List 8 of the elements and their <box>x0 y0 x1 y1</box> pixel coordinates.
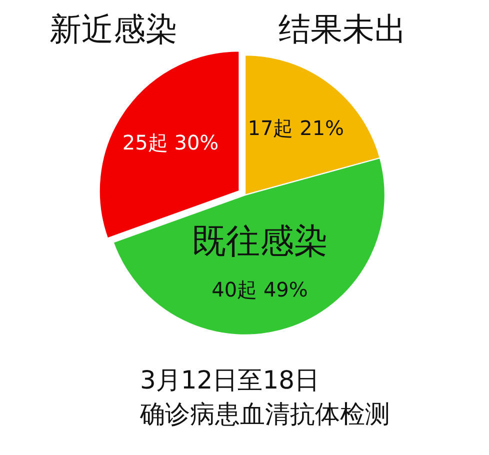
text: 确诊病患血清抗体检测 <box>139 400 390 428</box>
slice-label: 新近感染 <box>49 10 178 48</box>
data-label: 17起 21% <box>248 116 344 140</box>
slice-label: 既往感染 <box>192 222 328 262</box>
data-label: 40起 49% <box>212 278 308 302</box>
data-label: 25起 30% <box>122 130 219 155</box>
text: 3月12日至18日 <box>140 366 320 394</box>
slice-label: 结果未出 <box>278 10 407 48</box>
